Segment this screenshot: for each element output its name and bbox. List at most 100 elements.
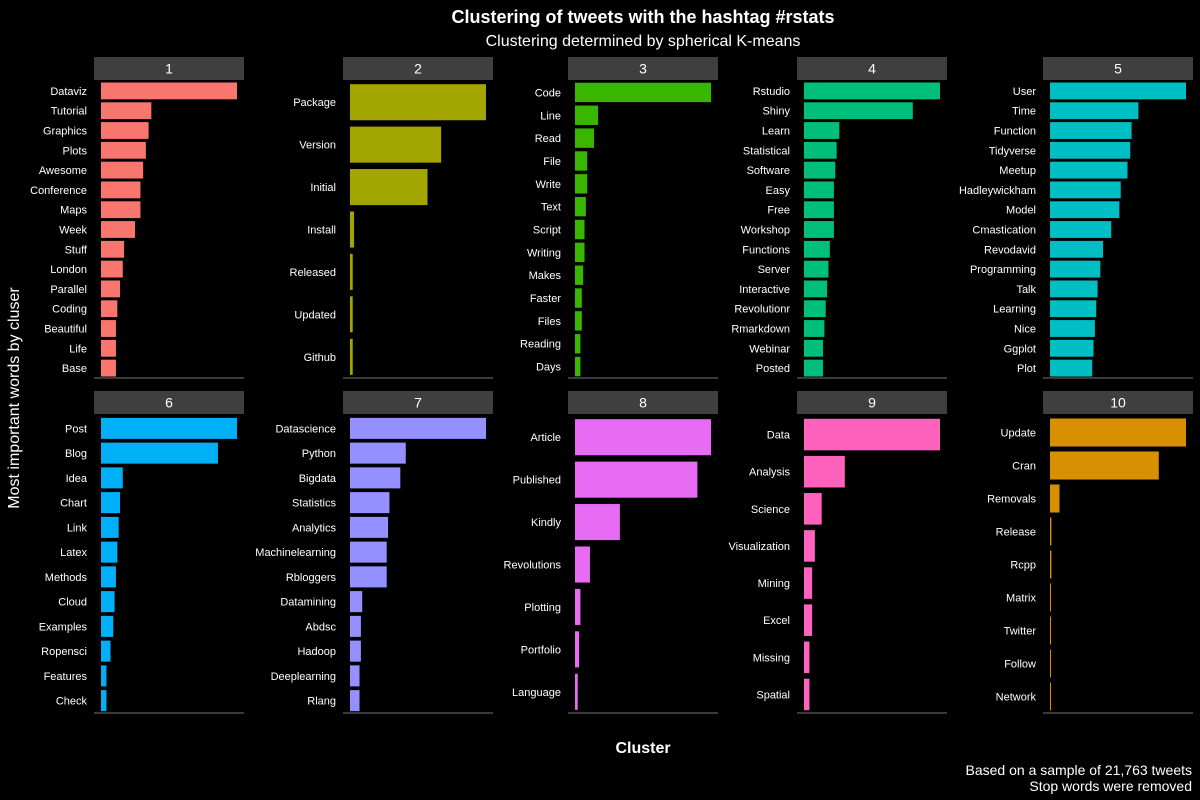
y-tick-label: Rmarkdown [731,324,790,336]
facet-strip [94,391,244,414]
y-tick-label: Rcpp [1010,560,1036,572]
bar [575,461,698,498]
bar [101,122,149,139]
y-tick-label: Code [535,87,561,99]
y-tick-label: Hadoop [297,646,336,658]
y-tick-label: Ggplot [1004,343,1036,355]
y-tick-label: Statistics [292,498,337,510]
y-tick-label: Plotting [524,602,561,614]
y-tick-label: Revolutionr [734,304,790,316]
y-tick-label: Python [302,448,336,460]
bar [804,455,845,488]
y-tick-label: Tutorial [51,106,87,118]
bar [101,82,237,100]
y-tick-label: Blog [65,448,87,460]
bar [804,161,836,179]
chart-subtitle: Clustering determined by spherical K-mea… [486,33,801,50]
bar [575,242,585,263]
y-tick-label: Updated [294,309,336,321]
y-axis-title: Most important words by cluser [6,287,23,509]
bar [575,546,590,583]
bar [350,296,353,333]
y-tick-label: Science [751,504,790,516]
y-tick-label: Script [533,225,561,237]
y-tick-label: Language [512,687,561,699]
bar [804,82,940,100]
y-tick-label: Learn [762,126,790,138]
bar [804,300,826,318]
facet-10: 10 Update Cran Removals Release Rcpp Matrix Twi… [987,391,1193,714]
facet-panels: 1 Dataviz Tutorial Graphics Plots Awesome Conf… [30,57,1193,714]
y-tick-label: Week [59,225,87,237]
bar [575,288,582,308]
y-tick-label: Idea [66,473,88,485]
bar [1050,320,1095,337]
y-tick-label: Rlang [307,696,336,708]
bar [350,665,360,687]
y-tick-label: Files [538,316,562,328]
y-tick-label: Initial [310,182,336,194]
bar [101,566,116,588]
y-tick-label: Methods [45,572,88,584]
y-tick-label: Analysis [749,467,790,479]
bar [350,467,401,489]
y-tick-label: Features [44,671,88,683]
y-tick-label: Stuff [65,244,88,256]
y-tick-label: Deeplearning [271,671,336,683]
y-tick-label: Free [767,205,790,217]
y-tick-label: Abdsc [305,621,336,633]
facet-strip [94,57,244,80]
bar [804,641,810,674]
y-tick-label: Machinelearning [255,547,336,559]
y-tick-label: Read [535,133,561,145]
bar [350,492,390,514]
y-tick-label: Awesome [39,165,87,177]
y-tick-label: Rstudio [753,86,790,98]
bar [1050,280,1098,298]
y-tick-label: Coding [52,304,87,316]
bar [101,280,121,298]
bar [350,566,387,588]
y-tick-label: Interactive [739,284,790,296]
bar [350,690,360,712]
bar [1050,122,1132,139]
bar [804,240,830,258]
facet-9: 9 Data Analysis Science Visualization Mining E… [728,391,947,714]
bar [350,253,353,290]
y-tick-label: Excel [763,615,790,627]
bar [350,211,355,248]
bar [1050,682,1051,711]
y-tick-label: Parallel [50,284,87,296]
chart-title: Clustering of tweets with the hashtag #r… [451,7,834,27]
bar [101,339,116,357]
bar [101,201,141,219]
bar [804,320,825,337]
bar [575,82,711,103]
bar [804,221,834,238]
y-tick-label: Portfolio [521,644,561,656]
bar [804,567,813,599]
facet-strip [343,57,493,80]
bar [804,339,824,357]
y-tick-label: Article [530,432,561,444]
bar [804,201,834,219]
bar [575,196,586,217]
bar [101,161,144,179]
y-tick-label: Cmastication [972,225,1036,237]
facet-1: 1 Dataviz Tutorial Graphics Plots Awesome Conf… [30,57,244,379]
bar [101,240,125,258]
bar [1050,583,1051,612]
y-tick-label: Hadleywickham [959,185,1036,197]
facet-5: 5 User Time Function Tidyverse Meetup Hadleywi… [959,57,1193,379]
bar [575,174,588,194]
bar [1050,260,1101,278]
bar [575,219,585,240]
bar [101,467,123,489]
bar [804,141,837,159]
y-tick-label: Rbloggers [286,572,337,584]
facet-strip [568,57,718,80]
bar [575,673,578,710]
y-tick-label: Life [69,343,87,355]
y-tick-label: Twitter [1004,626,1037,638]
